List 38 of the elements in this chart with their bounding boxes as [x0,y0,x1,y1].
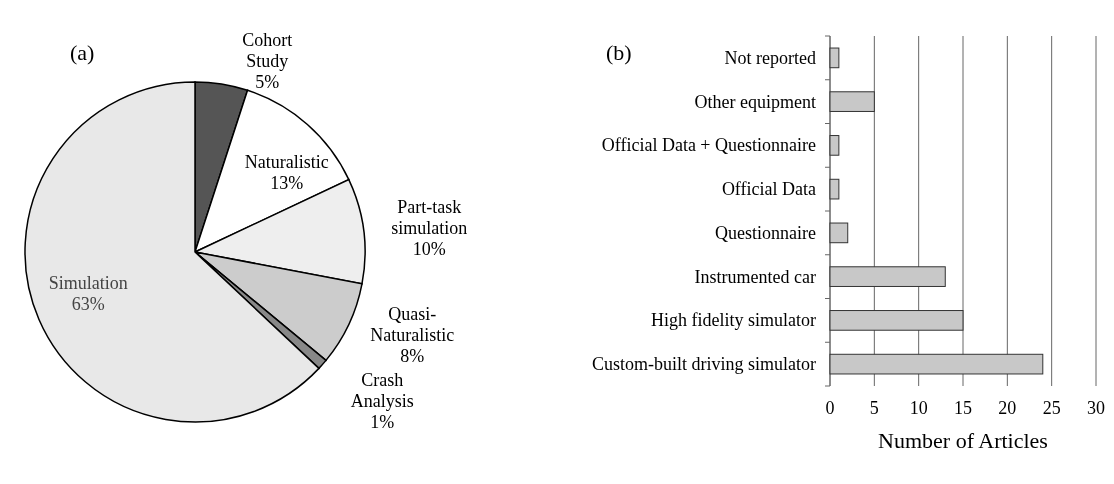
chart-title: (a) [70,40,95,65]
x-axis-title: Number of Articles [878,428,1048,453]
x-tick-label: 25 [1042,398,1061,418]
slice-label: Cohort Study [242,29,293,71]
slice-label: Crash Analysis [350,369,414,411]
y-tick-label: Official Data + Questionnaire [601,135,816,156]
bar [829,178,840,200]
data-label: 8% [400,345,425,366]
slice-label: Naturalistic [244,152,329,173]
x-tick-label: 15 [954,398,972,418]
x-tick-label: 10 [909,398,928,418]
x-tick-label: 20 [998,398,1017,418]
bar [829,91,875,112]
y-tick-label: Questionnaire [715,222,817,243]
y-tick-label: Not reported [724,47,816,68]
bar [829,353,1044,375]
y-tick-label: High fidelity simulator [651,310,816,331]
bar [829,310,964,331]
bar [829,135,840,156]
x-tick-label: 0 [825,398,835,418]
y-tick-label: Custom-built driving simulator [592,354,816,375]
data-label: 5% [255,71,280,92]
bar [829,222,849,244]
slice-label: Part-task simulation [391,196,468,238]
x-tick-label: 30 [1087,398,1105,418]
y-tick-label: Other equipment [694,91,816,112]
slice-label: Simulation [48,273,128,294]
bar [829,47,840,69]
text: (b) [606,40,632,65]
x-tick-label: 5 [869,398,879,418]
data-label: 10% [412,238,446,259]
data-label: 13% [270,173,304,194]
slice-label: Quasi-Naturalistic [370,303,455,345]
data-label: 63% [71,294,105,315]
y-tick-label: Instrumented car [694,266,816,287]
data-label: 1% [370,411,395,432]
bar [829,266,946,287]
y-tick-label: Official Data [721,179,817,200]
